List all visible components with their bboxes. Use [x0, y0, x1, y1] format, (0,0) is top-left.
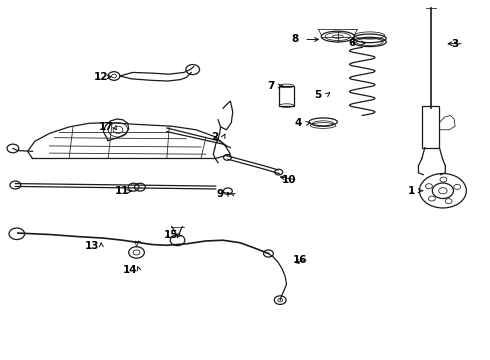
Text: 11: 11: [115, 186, 129, 197]
Text: 5: 5: [315, 90, 322, 100]
Text: 14: 14: [123, 265, 138, 275]
Text: 15: 15: [164, 230, 178, 239]
Text: 9: 9: [216, 189, 223, 199]
Bar: [279, 86, 294, 105]
Bar: [422, 107, 440, 148]
Text: 3: 3: [451, 39, 459, 49]
Text: 16: 16: [293, 255, 307, 265]
Text: 6: 6: [349, 38, 356, 48]
Text: 8: 8: [292, 35, 299, 44]
Text: 7: 7: [267, 81, 274, 91]
Text: 4: 4: [294, 118, 301, 128]
Text: 10: 10: [282, 175, 296, 185]
Text: 2: 2: [211, 132, 219, 142]
Text: 17: 17: [98, 122, 113, 132]
Text: 13: 13: [85, 241, 100, 251]
Text: 1: 1: [408, 186, 415, 196]
Text: 12: 12: [94, 72, 108, 82]
